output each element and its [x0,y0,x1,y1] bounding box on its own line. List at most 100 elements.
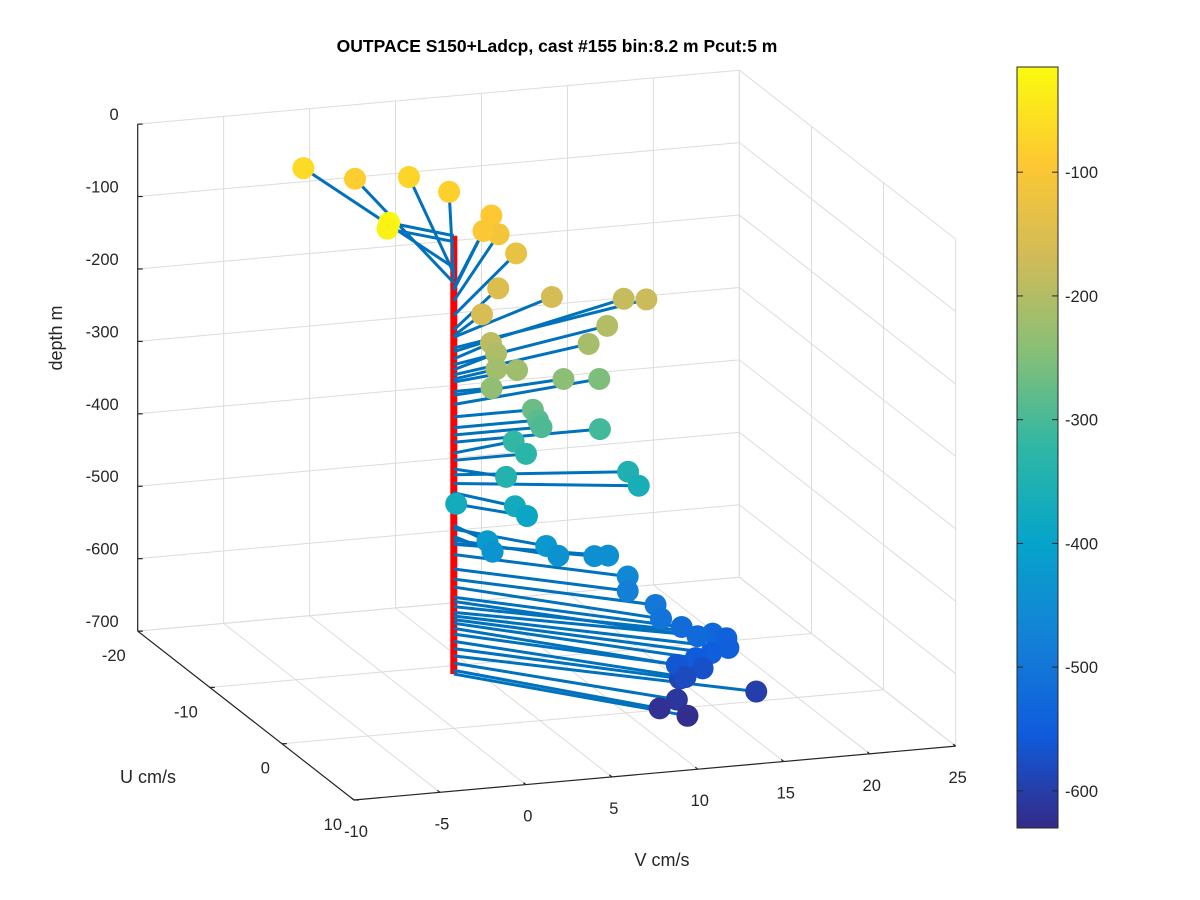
z-tick-label: -200 [86,251,119,269]
grid-line [739,504,956,675]
grid-line [223,623,441,793]
x-tick-mark [608,774,613,778]
velocity-point [596,314,619,337]
velocity-point [745,680,768,703]
x-tick-label: 20 [863,777,881,795]
velocity-vector [453,418,539,430]
grid-line [309,615,527,785]
velocity-point [397,166,420,189]
velocity-point [665,688,688,711]
x-tick-mark [780,759,785,762]
velocity-vector [453,632,703,670]
velocity-point [505,242,528,265]
y-tick-label: 0 [261,760,270,778]
velocity-point [514,442,537,465]
grid-line [395,607,613,778]
grid-lines [137,69,957,801]
velocity-vector [453,672,688,718]
y-axis-line [137,630,355,801]
velocity-points [292,157,768,727]
velocity-point [445,492,468,515]
velocity-point [438,180,461,203]
z-tick-label: -700 [86,613,119,631]
velocity-point [376,217,399,240]
velocity-point [485,342,508,365]
velocity-point [506,359,529,382]
colorbar [1016,66,1059,829]
velocity-vector [453,408,534,419]
velocity-vector [453,470,629,477]
velocity-point [292,157,315,180]
velocity-point [588,367,611,390]
colorbar-tick-label: -200 [1065,288,1098,306]
colorbar-ticks: -100 -200 -300 -400 -500 -600 [1017,164,1098,801]
grid-line [137,142,740,198]
velocity-point [691,657,714,680]
velocity-point [635,288,658,311]
velocity-vector [453,600,698,638]
grid-line [137,359,740,415]
velocity-point [612,287,635,310]
velocity-vector [453,639,686,679]
velocity-point [616,580,639,603]
velocity-point [717,636,740,659]
velocity-point [686,625,709,648]
grid-line [137,576,740,632]
velocity-point [552,368,575,391]
x-tick-mark [351,797,355,801]
velocity-point [481,540,504,563]
colorbar-tick-label: -100 [1065,164,1098,182]
velocity-vector [453,567,628,593]
x-tick-mark [437,789,441,793]
velocity-vector [453,654,757,694]
velocity-vector [453,621,696,660]
velocity-point [588,418,611,441]
z-tick-label: 0 [110,106,119,124]
velocity-vector [453,324,608,367]
x-tick-label: -10 [344,823,368,841]
velocity-point [676,704,699,727]
velocity-vector [453,661,678,702]
velocity-vector [452,233,500,302]
x-axis-label: V cm/s [634,850,689,870]
velocity-vector [453,647,681,681]
x-tick-label: 5 [609,800,618,818]
x-tick-mark [523,782,527,786]
velocity-point [648,697,671,720]
velocity-vector [453,618,712,655]
grid-line [281,689,884,745]
velocity-vectors [302,166,757,718]
x-tick-label: 10 [691,792,709,810]
velocity-point [495,465,518,488]
x-tick-label: 0 [523,808,532,826]
y-tick-label: -20 [102,647,126,665]
velocity-vector [453,552,628,579]
grid-line [137,69,740,125]
grid-line [739,142,956,312]
grid-line [739,69,956,240]
velocity-point [471,303,494,326]
velocity-vector [387,227,455,244]
grid-line [137,431,740,487]
y-axis-label: U cm/s [120,767,176,787]
velocity-point [597,544,620,567]
velocity-vector [452,230,485,291]
velocity-point [343,167,366,190]
y-tick-label: 10 [324,816,342,834]
velocity-point [530,416,553,439]
velocity-point [516,505,538,528]
colorbar-tick-label: -400 [1065,535,1098,553]
z-tick-label: -100 [86,179,119,197]
x-tick-mark [694,766,699,770]
grid-line [739,287,956,457]
velocity-point [650,607,673,630]
velocity-vector [453,425,542,437]
y-tick-label: -10 [174,703,198,721]
velocity-point [547,544,570,567]
velocity-vector [453,295,553,339]
z-tick-label: -300 [86,323,119,341]
x-tick-label: 25 [948,769,966,787]
velocity-point [472,219,495,242]
z-tick-label: -500 [86,468,119,486]
